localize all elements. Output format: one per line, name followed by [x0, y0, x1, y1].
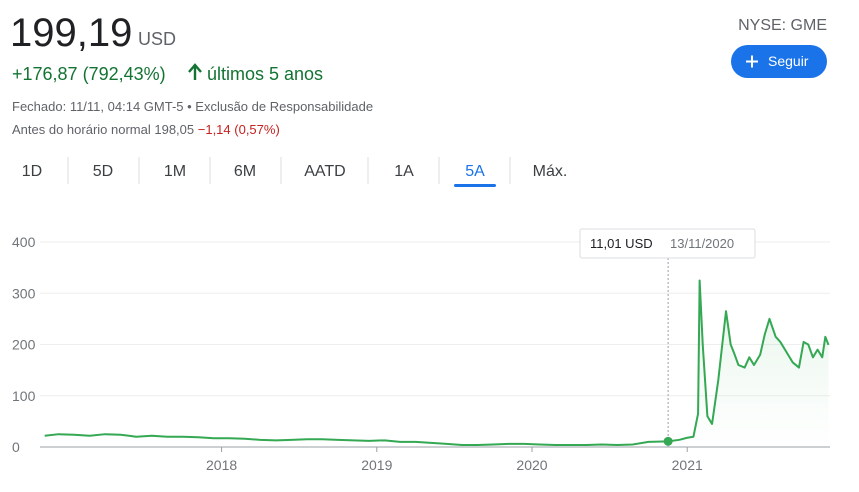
tab[interactable]: AATD [304, 163, 345, 180]
premarket: Antes do horário normal 198,05 −1,14 (0,… [12, 122, 280, 137]
x-tick-label: 2019 [361, 457, 392, 473]
y-tick-label: 100 [12, 388, 36, 404]
tab[interactable]: 1A [394, 163, 414, 180]
tooltip-date: 13/11/2020 [670, 236, 734, 251]
y-tick-label: 300 [12, 285, 36, 301]
price-line [44, 279, 830, 446]
premarket-label: Antes do horário normal 198,05 [12, 122, 194, 137]
x-tick-label: 2021 [672, 457, 703, 473]
tab[interactable]: 5A [465, 163, 485, 180]
tab-underline [454, 184, 496, 187]
tabs: 1D 5D 1M 6M AATD 1A 5A Máx. [22, 157, 568, 187]
tab[interactable]: Máx. [533, 163, 568, 180]
closed-info: Fechado: 11/11, 04:14 GMT-5 • Exclusão d… [12, 99, 373, 114]
x-tick-label: 2018 [206, 457, 237, 473]
plus-icon[interactable] [746, 55, 758, 68]
y-tick-label: 200 [12, 337, 36, 353]
button-label[interactable]: Seguir [768, 53, 809, 69]
follow-button[interactable]: Seguir [731, 45, 827, 78]
tab[interactable]: 1D [22, 163, 42, 180]
ticker: NYSE: GME [738, 17, 827, 34]
y-tick-label: 400 [12, 234, 36, 250]
currency: USD [138, 29, 176, 49]
button-bg[interactable] [731, 45, 827, 78]
tab[interactable]: 6M [234, 163, 256, 180]
change: +176,87 (792,43%) [12, 64, 166, 84]
tooltip-value: 11,01 USD [590, 236, 653, 251]
tooltip-box [579, 228, 756, 259]
x-tick-label: 2020 [516, 457, 547, 473]
price: 199,19 [10, 11, 132, 55]
period: últimos 5 anos [207, 64, 323, 84]
premarket-change: −1,14 (0,57%) [198, 122, 280, 137]
area [44, 280, 829, 447]
tab[interactable]: 5D [93, 163, 113, 180]
y-tick-label: 0 [12, 439, 20, 455]
tab[interactable]: 1M [164, 163, 186, 180]
up-arrow [188, 63, 202, 80]
hover-dot [663, 436, 673, 446]
